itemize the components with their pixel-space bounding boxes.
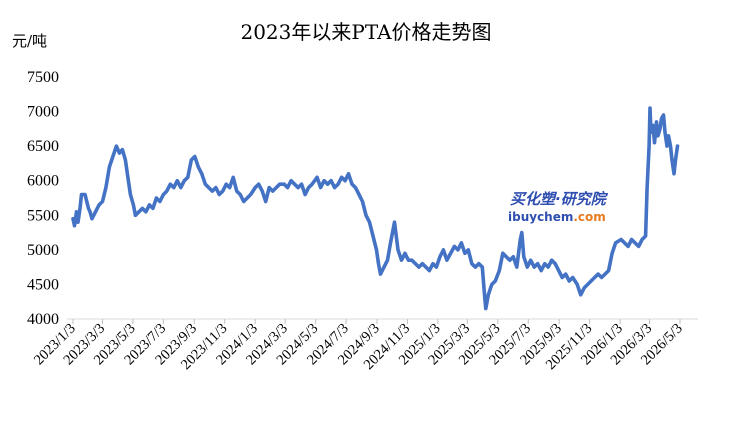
y-tick-label: 6500 — [27, 138, 59, 155]
y-tick-label: 6000 — [27, 173, 59, 190]
series-line — [71, 106, 680, 311]
y-tick-label: 5000 — [27, 242, 59, 259]
y-tick-label: 7500 — [27, 69, 59, 86]
watermark-en-suffix: .com — [573, 210, 605, 224]
watermark-en-text: ibuychem.com — [508, 210, 606, 224]
watermark-cn-text: 买化塑·研究院 — [510, 190, 609, 208]
watermark-logo: 买化塑·研究院 ibuychem.com — [508, 190, 609, 224]
y-tick-label: 4000 — [27, 311, 59, 328]
series-layer — [71, 106, 680, 311]
x-axis: 2023/1/32023/3/32023/5/32023/7/32023/9/3… — [31, 318, 698, 373]
y-axis-unit-label: 元/吨 — [12, 32, 47, 50]
y-tick-label: 4500 — [27, 276, 59, 293]
watermark-en-prefix: ibuychem — [508, 210, 573, 224]
chart-title: 2023年以来PTA价格走势图 — [240, 20, 491, 44]
y-tick-label: 5500 — [27, 207, 59, 224]
y-tick-label: 7000 — [27, 104, 59, 121]
y-axis-ticks: 4000 4500 5000 5500 6000 6500 7000 7500 — [27, 69, 59, 328]
